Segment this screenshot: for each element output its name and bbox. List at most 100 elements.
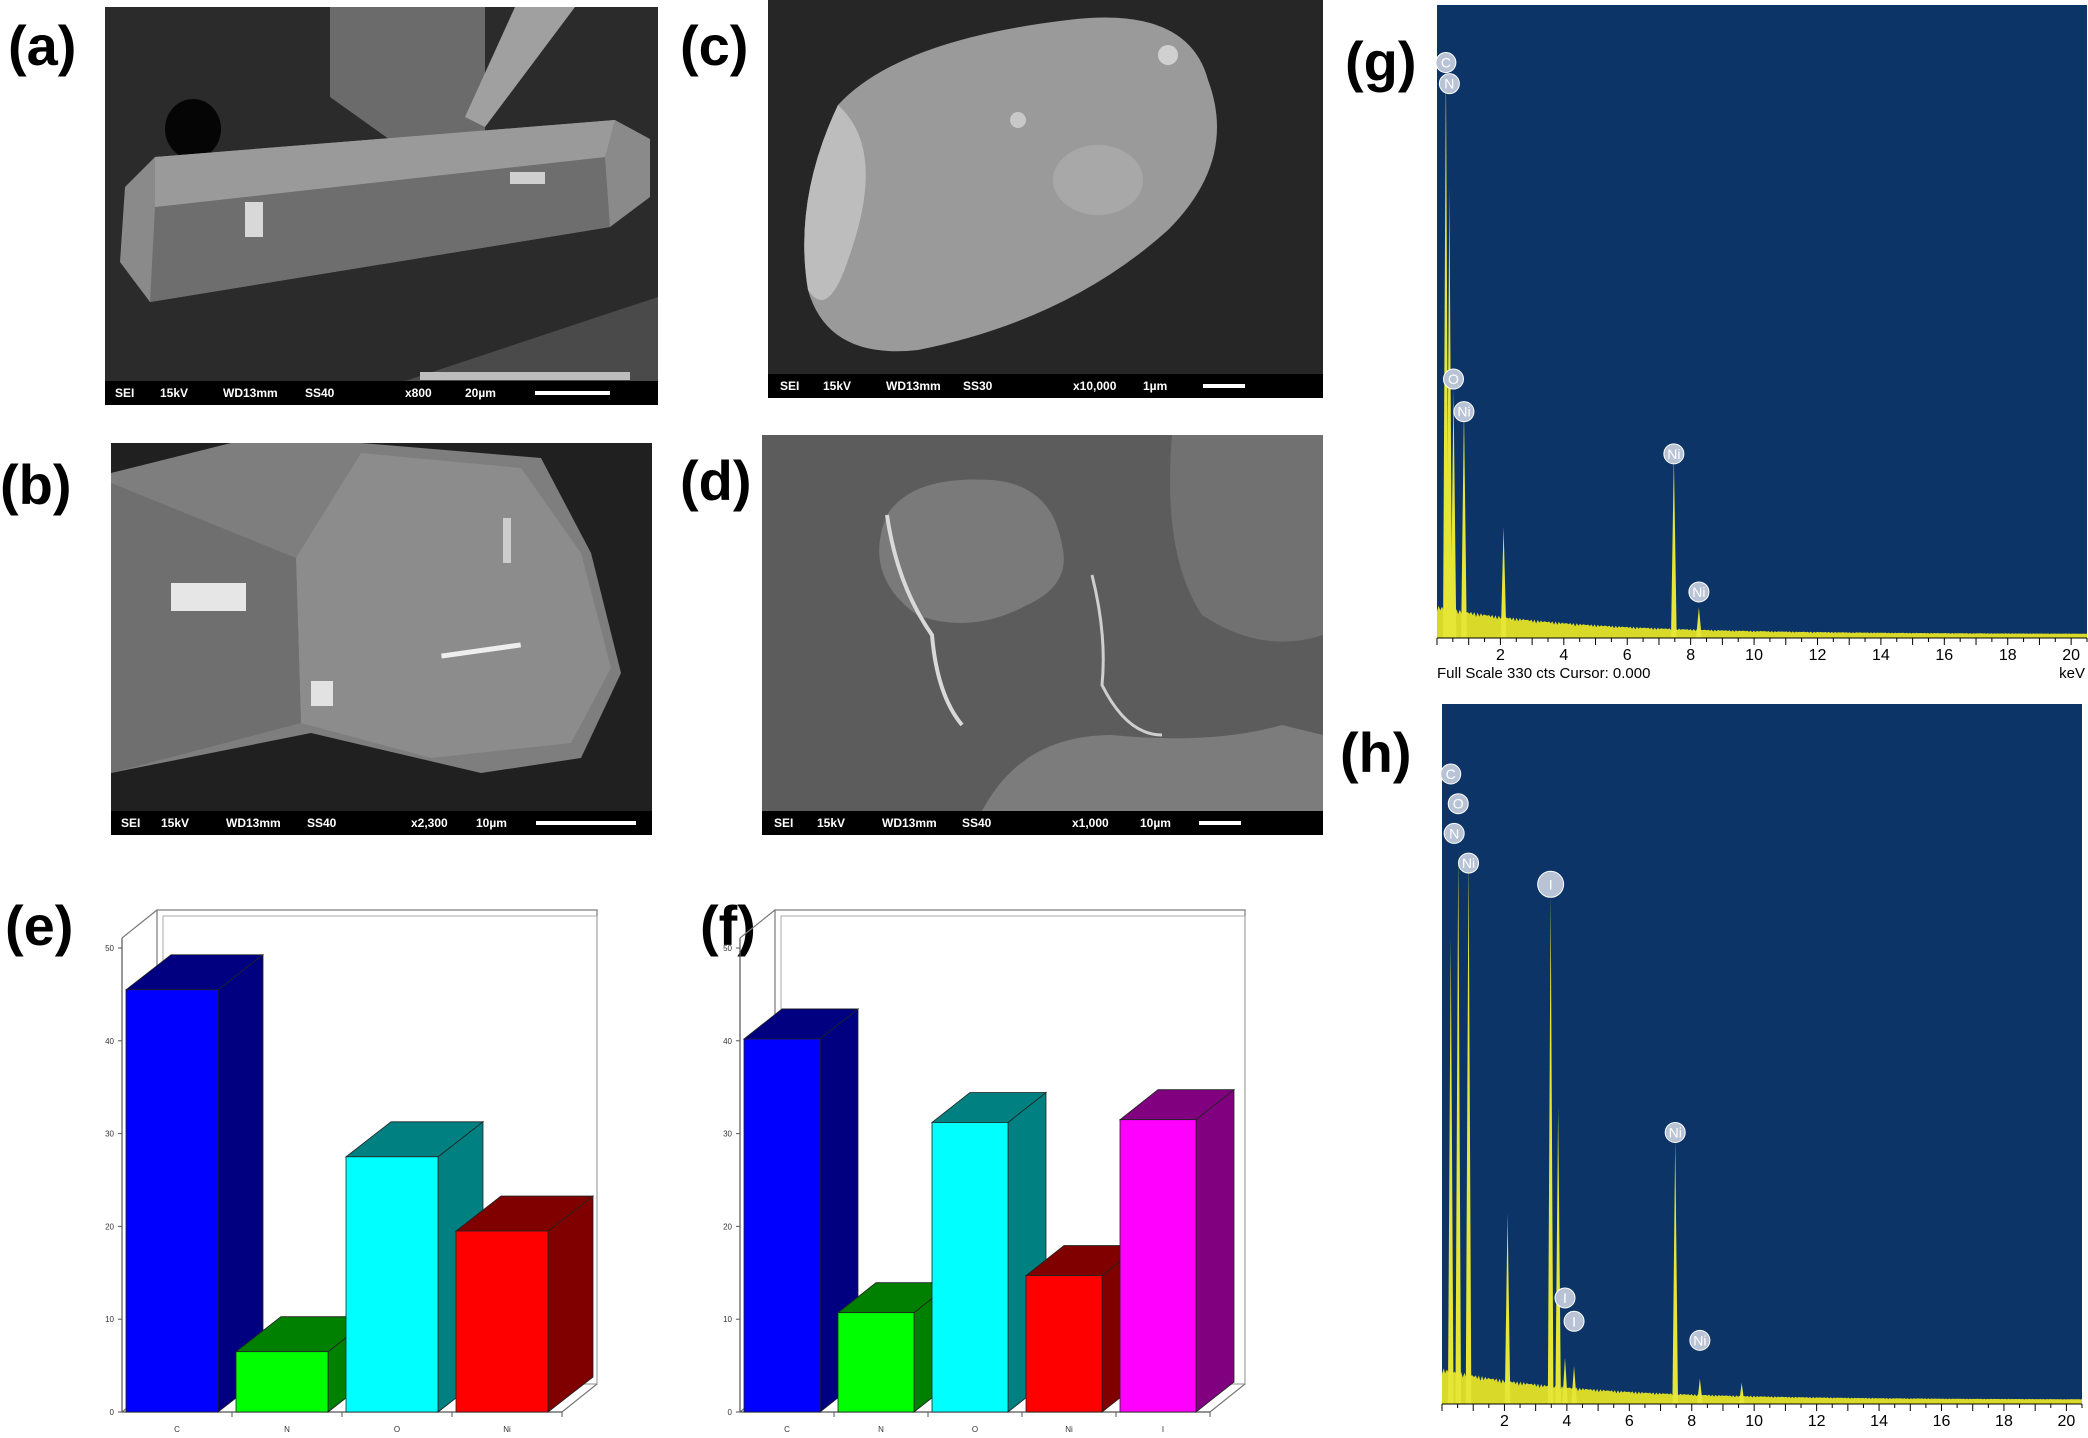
bar-C bbox=[125, 989, 219, 1413]
spectrum-peak bbox=[1738, 1382, 1745, 1404]
sem-scale-bar bbox=[536, 821, 636, 825]
bar-side-I bbox=[1195, 1088, 1235, 1413]
spectrum-peak bbox=[1555, 1107, 1561, 1404]
bar-O bbox=[931, 1122, 1009, 1413]
sem-working-distance: WD13mm bbox=[882, 816, 937, 830]
peak-marker-label: Ni bbox=[1457, 404, 1470, 420]
panel-label-f: (f) bbox=[700, 894, 756, 957]
sem-working-distance: WD13mm bbox=[226, 816, 281, 830]
spectrum-peak bbox=[1562, 1357, 1568, 1404]
peak-marker bbox=[1443, 822, 1465, 844]
sem-mode: SEI bbox=[115, 386, 135, 400]
spectrum-peak bbox=[1500, 526, 1507, 638]
x-tick-label: O bbox=[394, 1425, 400, 1434]
sem-magnification: x800 bbox=[405, 386, 432, 400]
spectrum-plot-area bbox=[1442, 704, 2082, 1404]
sem-micrograph-c bbox=[768, 0, 1323, 374]
sem-spot-size: SS30 bbox=[963, 379, 993, 393]
chart-frame-edge bbox=[121, 909, 158, 939]
x-tick-label: I bbox=[1162, 1425, 1164, 1434]
sem-spot-size: SS40 bbox=[305, 386, 335, 400]
peak-marker bbox=[1663, 443, 1685, 465]
spectrum-peak bbox=[1671, 455, 1677, 638]
bar-I bbox=[1119, 1119, 1197, 1413]
sem-voltage: 15kV bbox=[161, 816, 190, 830]
sem-image-b: SEI 15kV WD13mm SS40 x2,300 10µm bbox=[111, 443, 652, 835]
spectrum-footer: Full Scale 330 cts Cursor: 0.000 bbox=[1437, 665, 1650, 682]
x-tick-label: 4 bbox=[1562, 1413, 1571, 1430]
panel-label-c: (c) bbox=[680, 14, 749, 77]
spectrum-plot-area bbox=[1437, 5, 2087, 638]
x-tick-label: 18 bbox=[1999, 647, 2017, 664]
panel-label-d: (d) bbox=[680, 449, 752, 512]
sem-databar-d: SEI 15kV WD13mm SS40 x1,000 10µm bbox=[762, 811, 1323, 835]
y-tick-label: 10 bbox=[723, 1315, 732, 1324]
peak-marker bbox=[1438, 73, 1460, 95]
x-tick-label: 16 bbox=[1933, 1413, 1951, 1430]
x-tick-label: 12 bbox=[1808, 1413, 1826, 1430]
chart-frame-edge bbox=[1209, 1383, 1246, 1413]
spectrum-peak bbox=[1696, 607, 1702, 638]
sem-image-c: SEI 15kV WD13mm SS30 x10,000 1µm bbox=[768, 0, 1323, 398]
x-tick-label: C bbox=[784, 1425, 790, 1434]
peak-marker-label: I bbox=[1572, 1313, 1576, 1329]
peak-marker-label: Ni bbox=[1462, 855, 1475, 871]
sem-micrograph-a bbox=[105, 7, 658, 381]
sem-mode: SEI bbox=[774, 816, 794, 830]
sem-databar-c: SEI 15kV WD13mm SS30 x10,000 1µm bbox=[768, 374, 1323, 398]
sem-scale-bar bbox=[1199, 821, 1241, 825]
bar-N bbox=[235, 1351, 329, 1413]
peak-marker bbox=[1537, 870, 1565, 898]
spectrum-peak bbox=[1697, 1378, 1703, 1404]
panel-label-b: (b) bbox=[0, 453, 72, 516]
peak-marker bbox=[1435, 52, 1457, 74]
panel-label-g: (g) bbox=[1345, 30, 1417, 93]
x-tick-label: 4 bbox=[1559, 647, 1568, 664]
x-tick-label: 12 bbox=[1809, 647, 1827, 664]
x-tick-label: 16 bbox=[1935, 647, 1953, 664]
sem-scale-bar bbox=[535, 391, 610, 395]
sem-working-distance: WD13mm bbox=[223, 386, 278, 400]
sem-mode: SEI bbox=[121, 816, 141, 830]
x-tick-label: 2 bbox=[1500, 1413, 1509, 1430]
sem-mode: SEI bbox=[780, 379, 800, 393]
peak-marker bbox=[1689, 1329, 1711, 1351]
panel-label-h: (h) bbox=[1340, 721, 1412, 784]
spectrum-peak bbox=[1571, 1365, 1577, 1404]
sem-scale-bar bbox=[1203, 384, 1245, 388]
x-tick-label: 18 bbox=[1995, 1413, 2013, 1430]
peak-marker-label: N bbox=[1444, 76, 1454, 92]
x-tick-label: 10 bbox=[1745, 647, 1763, 664]
peak-marker-label: C bbox=[1446, 766, 1456, 782]
bar-C bbox=[743, 1038, 821, 1413]
sem-spot-size: SS40 bbox=[307, 816, 337, 830]
x-tick-label: 10 bbox=[1745, 1413, 1763, 1430]
x-tick-label: N bbox=[878, 1425, 884, 1434]
peak-marker-label: I bbox=[1549, 876, 1553, 892]
sem-databar-b: SEI 15kV WD13mm SS40 x2,300 10µm bbox=[111, 811, 652, 835]
bar-O bbox=[345, 1156, 439, 1413]
chart-frame-edge bbox=[561, 1383, 598, 1413]
x-tick-label: N bbox=[284, 1425, 290, 1434]
y-tick-label: 20 bbox=[723, 1222, 732, 1231]
sem-databar-a: SEI 15kV WD13mm SS40 x800 20µm bbox=[105, 381, 658, 405]
peak-marker-label: I bbox=[1563, 1290, 1567, 1306]
x-axis-label: keV bbox=[2059, 665, 2085, 682]
peak-marker bbox=[1453, 401, 1475, 423]
x-tick-label: 8 bbox=[1686, 647, 1695, 664]
panel-label-a: (a) bbox=[8, 14, 77, 77]
peak-marker bbox=[1688, 581, 1710, 603]
x-tick-label: 6 bbox=[1623, 647, 1632, 664]
sem-voltage: 15kV bbox=[823, 379, 852, 393]
x-tick-label: 20 bbox=[2062, 647, 2080, 664]
sem-micrograph-b bbox=[111, 443, 652, 811]
sem-voltage: 15kV bbox=[160, 386, 189, 400]
sem-scale-label: 20µm bbox=[465, 386, 496, 400]
y-tick-label: 30 bbox=[723, 1130, 732, 1139]
y-tick-label: 30 bbox=[105, 1130, 114, 1139]
peak-marker-label: O bbox=[1453, 796, 1464, 812]
spectrum-background bbox=[1437, 605, 2087, 638]
spectrum-peak bbox=[1465, 856, 1472, 1404]
sem-spot-size: SS40 bbox=[962, 816, 992, 830]
